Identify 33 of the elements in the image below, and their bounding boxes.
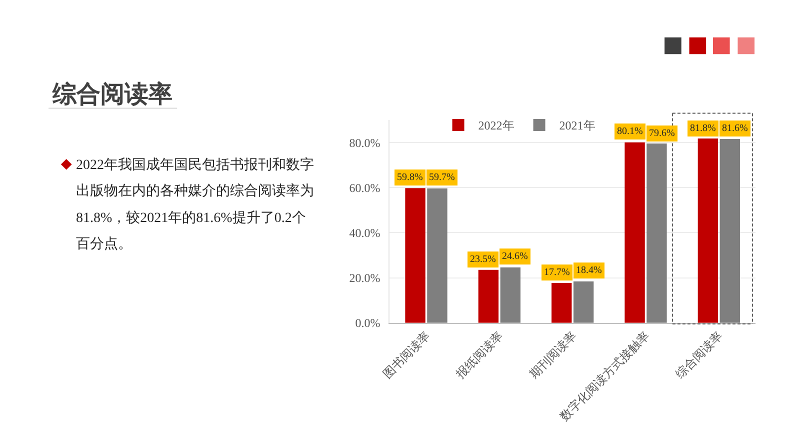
bar <box>573 281 594 323</box>
y-tick-label: 0.0% <box>355 316 380 330</box>
legend-label: 2021年 <box>559 118 596 133</box>
data-label: 79.6% <box>649 128 675 139</box>
x-tick-label: 期刊阅读率 <box>526 328 579 382</box>
data-label: 59.7% <box>429 172 455 183</box>
data-label: 80.1% <box>617 126 643 137</box>
bar <box>478 270 499 323</box>
y-tick-label: 80.0% <box>349 136 380 150</box>
bar <box>500 267 520 323</box>
bar <box>552 282 572 323</box>
data-label: 23.5% <box>470 254 496 265</box>
bar <box>427 188 448 323</box>
bar <box>646 144 667 323</box>
bar <box>405 188 426 323</box>
bar <box>720 139 740 323</box>
x-tick-label: 综合阅读率 <box>672 328 726 382</box>
x-tick-label: 报纸阅读率 <box>452 328 506 382</box>
data-label: 81.8% <box>690 123 716 134</box>
text: 2022年我国成年国民包括书报刊和数字出版物在内的各种媒介的综合阅读率为81.8%，较2021年的81.6%提升了0.2个百分点。 <box>76 157 314 252</box>
data-label: 59.8% <box>397 172 423 183</box>
y-tick-label: 20.0% <box>349 270 380 285</box>
x-tick-label: 图书阅读率 <box>380 328 433 382</box>
data-label: 24.6% <box>502 251 528 262</box>
bar <box>624 142 645 323</box>
text: 综合阅读率 <box>52 80 173 108</box>
y-tick-label: 60.0% <box>349 180 380 195</box>
data-label: 81.6% <box>722 123 748 134</box>
bar <box>698 138 718 323</box>
y-tick-label: 40.0% <box>349 226 380 240</box>
data-label: 17.7% <box>544 267 570 278</box>
data-label: 18.4% <box>576 265 602 276</box>
legend-label: 2022年 <box>478 118 514 133</box>
